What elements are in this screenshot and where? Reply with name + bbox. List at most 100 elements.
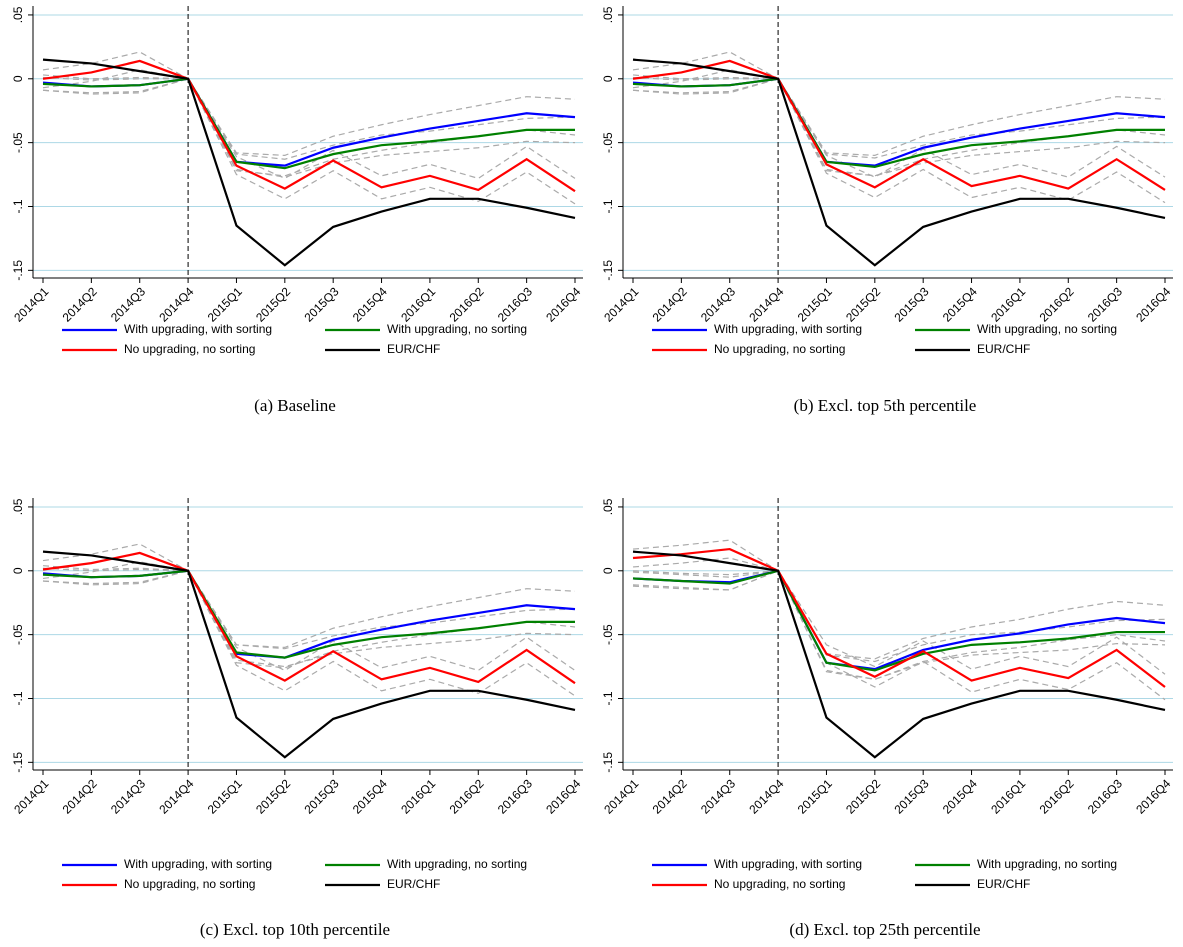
x-tick-label: 2015Q1 <box>205 776 245 816</box>
y-tick-label: .05 <box>601 498 615 515</box>
legend-label: No upgrading, no sorting <box>124 877 255 891</box>
x-tick-label: 2014Q2 <box>60 776 100 816</box>
ci-lower-line <box>632 570 1166 680</box>
x-tick-label: 2016Q4 <box>543 284 583 324</box>
y-tick-label: -.15 <box>601 260 615 281</box>
ci-lower-line <box>632 557 1166 701</box>
legend-label: EUR/CHF <box>387 342 440 356</box>
ci-lower-line <box>632 69 1166 204</box>
x-tick-label: 2014Q2 <box>60 284 100 324</box>
legend-label: EUR/CHF <box>977 342 1030 356</box>
y-tick-label: -.15 <box>11 752 25 773</box>
x-tick-label: 2015Q4 <box>940 776 980 816</box>
ci-upper-line <box>42 51 576 180</box>
x-tick-label: 2015Q1 <box>795 284 835 324</box>
x-tick-label: 2014Q1 <box>601 776 641 816</box>
x-tick-label: 2014Q4 <box>156 776 196 816</box>
legend-label: EUR/CHF <box>977 877 1030 891</box>
x-tick-label: 2014Q3 <box>698 284 738 324</box>
legend-label: With upgrading, with sorting <box>124 322 272 336</box>
ci-upper-line <box>42 567 576 650</box>
x-tick-label: 2016Q3 <box>1085 284 1125 324</box>
caption: (d) Excl. top 25th percentile <box>789 920 980 939</box>
x-tick-label: 2014Q1 <box>601 284 641 324</box>
x-tick-label: 2015Q4 <box>350 284 390 324</box>
legend-label: With upgrading, no sorting <box>387 322 527 336</box>
x-tick-label: 2016Q3 <box>1085 776 1125 816</box>
caption: (a) Baseline <box>254 396 336 415</box>
y-tick-label: 0 <box>601 75 615 82</box>
ci-upper-line <box>42 543 576 672</box>
y-tick-label: 0 <box>11 567 25 574</box>
x-tick-label: 2015Q3 <box>301 284 341 324</box>
ci-lower-line <box>42 561 576 697</box>
x-tick-label: 2016Q4 <box>1133 776 1173 816</box>
x-tick-label: 2014Q3 <box>698 776 738 816</box>
ci-lower-line <box>42 78 576 178</box>
y-tick-label: 0 <box>11 75 25 82</box>
x-tick-label: 2015Q4 <box>940 284 980 324</box>
legend-label: With upgrading, with sorting <box>124 857 272 871</box>
x-tick-label: 2014Q3 <box>108 776 148 816</box>
x-tick-label: 2016Q1 <box>398 284 438 324</box>
ci-lower-line <box>632 570 1166 680</box>
series-line <box>632 77 1166 167</box>
ci-lower-line <box>42 570 576 669</box>
x-tick-label: 2016Q4 <box>1133 284 1173 324</box>
y-tick-label: -.1 <box>11 199 25 213</box>
series-line <box>42 569 575 659</box>
x-tick-label: 2015Q2 <box>253 284 293 324</box>
series-line <box>632 59 1166 191</box>
y-tick-label: .05 <box>11 6 25 23</box>
x-tick-label: 2015Q1 <box>795 776 835 816</box>
series-line <box>632 569 1165 672</box>
x-tick-label: 2016Q3 <box>495 284 535 324</box>
caption: (c) Excl. top 10th percentile <box>200 920 390 939</box>
series-line <box>42 77 576 167</box>
ci-upper-line <box>42 565 576 649</box>
ci-upper-line <box>632 570 1166 660</box>
x-tick-label: 2015Q2 <box>843 776 883 816</box>
y-tick-label: -.05 <box>601 624 615 645</box>
y-tick-label: 0 <box>601 567 615 574</box>
y-tick-label: -.05 <box>601 132 615 153</box>
ci-lower-line <box>42 570 576 668</box>
ci-upper-line <box>42 74 576 157</box>
x-tick-label: 2015Q2 <box>843 284 883 324</box>
series-line <box>632 547 1166 688</box>
x-tick-label: 2016Q2 <box>1037 284 1077 324</box>
x-tick-label: 2015Q3 <box>301 776 341 816</box>
ci-upper-line <box>632 51 1166 178</box>
y-tick-label: -.1 <box>601 199 615 213</box>
y-tick-label: .05 <box>11 498 25 515</box>
x-tick-label: 2016Q1 <box>398 776 438 816</box>
y-tick-label: -.15 <box>601 752 615 773</box>
legend-label: EUR/CHF <box>387 877 440 891</box>
series-line <box>632 550 1166 759</box>
series-line <box>632 77 1165 169</box>
x-tick-label: 2014Q4 <box>156 284 196 324</box>
caption: (b) Excl. top 5th percentile <box>794 396 977 415</box>
y-tick-label: -.05 <box>11 624 25 645</box>
y-tick-label: .05 <box>601 6 615 23</box>
y-tick-label: -.1 <box>11 691 25 705</box>
legend-label: With upgrading, no sorting <box>387 857 527 871</box>
legend-label: With upgrading, with sorting <box>714 857 862 871</box>
series-line <box>42 77 575 170</box>
y-tick-label: -.15 <box>11 260 25 281</box>
x-tick-label: 2015Q1 <box>205 284 245 324</box>
ci-upper-line <box>632 539 1166 675</box>
legend-label: With upgrading, no sorting <box>977 857 1117 871</box>
legend-label: With upgrading, with sorting <box>714 322 862 336</box>
series-line <box>42 550 576 759</box>
x-tick-label: 2016Q2 <box>447 284 487 324</box>
series-line <box>42 58 576 267</box>
legend-label: No upgrading, no sorting <box>124 342 255 356</box>
x-tick-label: 2016Q2 <box>1037 776 1077 816</box>
series-line <box>42 551 576 685</box>
y-tick-label: -.05 <box>11 132 25 153</box>
x-tick-label: 2016Q3 <box>495 776 535 816</box>
legend-label: With upgrading, no sorting <box>977 322 1117 336</box>
series-line <box>632 58 1166 267</box>
